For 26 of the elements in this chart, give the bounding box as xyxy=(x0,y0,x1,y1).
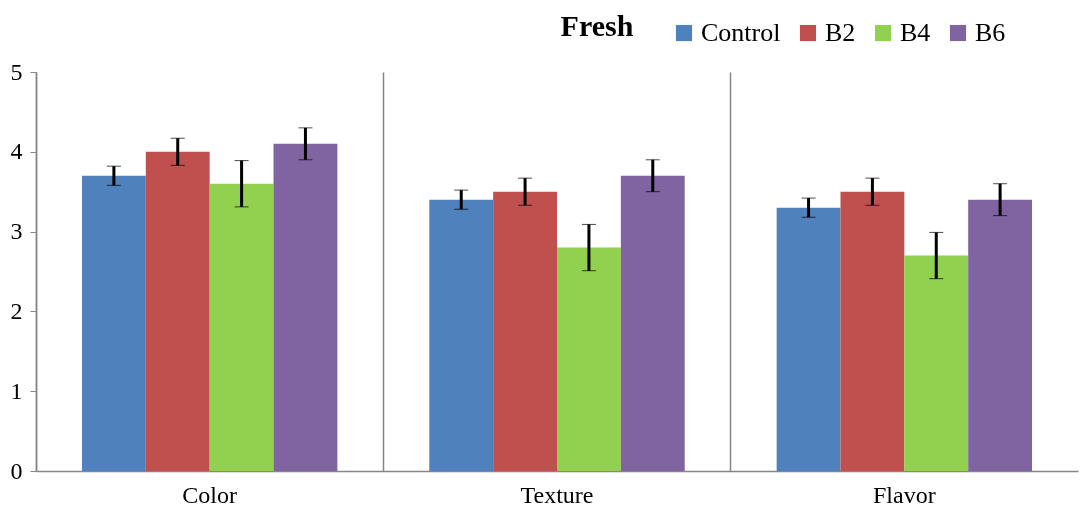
bar xyxy=(840,191,905,471)
bar xyxy=(620,175,685,471)
bar xyxy=(273,143,338,471)
bar xyxy=(557,247,621,471)
y-tick-label: 2 xyxy=(10,297,23,324)
chart-title: Fresh xyxy=(560,9,634,42)
y-tick-label: 1 xyxy=(10,377,23,404)
bar xyxy=(429,199,494,471)
bar xyxy=(776,207,841,471)
y-tick-label: 4 xyxy=(10,138,23,165)
bar xyxy=(968,199,1033,471)
y-tick-label: 5 xyxy=(10,58,23,85)
y-tick-label: 3 xyxy=(10,218,23,245)
bar xyxy=(493,191,557,471)
bar xyxy=(81,175,146,471)
legend-label: B6 xyxy=(975,18,1006,47)
legend-label: B4 xyxy=(900,18,931,47)
legend-label: Control xyxy=(701,18,781,47)
y-tick-label: 0 xyxy=(10,457,23,484)
legend-label: B2 xyxy=(825,18,856,47)
x-tick-label: Flavor xyxy=(873,481,936,508)
bar xyxy=(209,183,274,471)
bar xyxy=(145,151,210,471)
x-tick-label: Texture xyxy=(520,481,594,508)
x-tick-label: Color xyxy=(182,481,238,508)
bar xyxy=(904,255,969,471)
